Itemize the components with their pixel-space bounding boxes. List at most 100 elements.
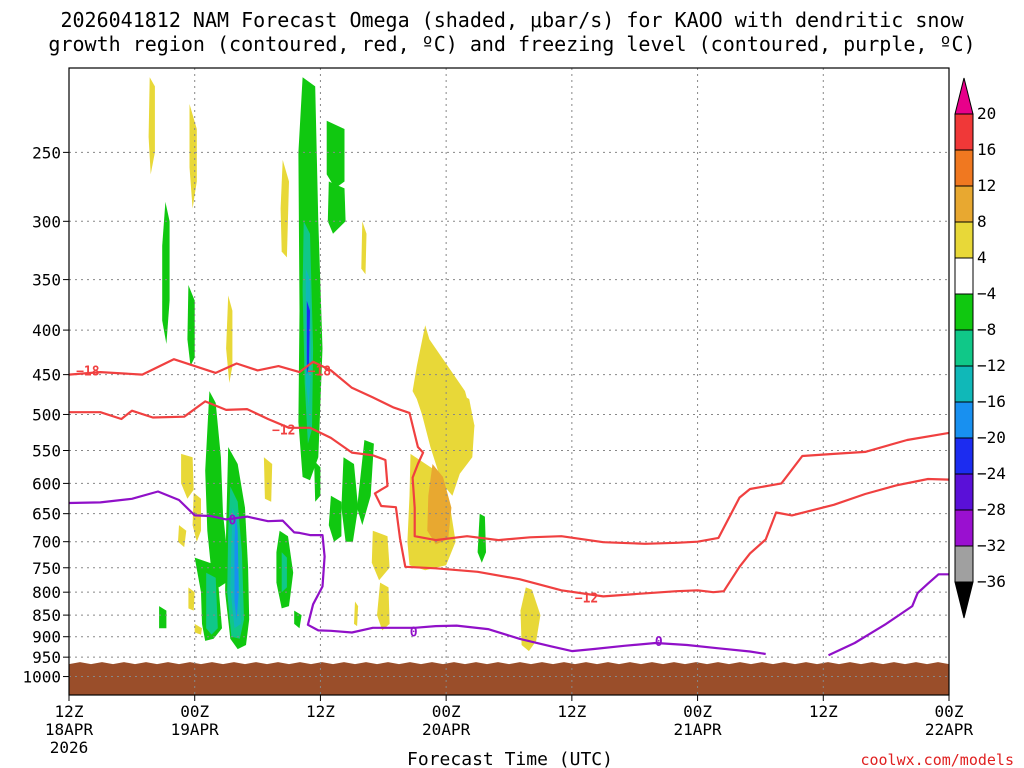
colorbar-bin-5 [954, 257, 974, 295]
colorbar-label-3: 8 [977, 212, 987, 231]
colorbar-bin-9 [954, 401, 974, 439]
omega-region-35 [306, 300, 310, 375]
contour-freezing-level-rise [828, 573, 949, 657]
colorbar-label-5: −4 [977, 284, 996, 303]
x-tick-label-36-2: 20APR [422, 720, 471, 739]
omega-region-32 [234, 513, 239, 620]
colorbar-bin-8 [954, 365, 974, 403]
x-tick-label-0-2: 18APR [45, 720, 94, 739]
y-tick-label-600: 600 [32, 474, 61, 493]
omega-region-13 [427, 464, 452, 545]
contour-label-freezing-level-2: 0 [410, 626, 418, 641]
x-tick-label-60-1: 00Z [683, 702, 712, 721]
omega-region-7 [326, 120, 345, 189]
colorbar-label-10: −24 [977, 464, 1006, 483]
x-tick-label-24-1: 12Z [306, 702, 335, 721]
x-axis-label: Forecast Time (UTC) [407, 749, 613, 768]
omega-region-5 [280, 159, 289, 258]
y-tick-label-1000: 1000 [22, 668, 61, 687]
chart-title-line-1: 2026041812 NAM Forecast Omega (shaded, μ… [60, 8, 964, 32]
colorbar-label-9: −20 [977, 428, 1006, 447]
x-tick-label-72-1: 12Z [809, 702, 838, 721]
colorbar-bin-10 [954, 437, 974, 475]
omega-shading [148, 77, 541, 652]
colorbar-bin-2 [954, 149, 974, 187]
y-tick-label-950: 950 [32, 648, 61, 667]
omega-region-24 [194, 623, 202, 635]
y-axis-ticks: 250 300 350 400 450 500 550 600 650 700 750 800 850 9… [22, 143, 69, 687]
x-tick-label-60-2: 21APR [673, 720, 722, 739]
colorbar-bin-4 [954, 221, 974, 259]
contour-labels: −18 −18 −12 −12 0 0 0 [76, 364, 663, 650]
y-tick-label-900: 900 [32, 628, 61, 647]
omega-region-37 [357, 440, 374, 526]
colorbar-label-6: −8 [977, 320, 996, 339]
omega-region-41 [281, 552, 287, 593]
colorbar-label-7: −12 [977, 356, 1006, 375]
x-tick-label-12-2: 19APR [171, 720, 220, 739]
y-tick-label-500: 500 [32, 405, 61, 424]
credit-text: coolwx.com/models [860, 751, 1014, 768]
y-tick-label-300: 300 [32, 212, 61, 231]
colorbar-label-4: 4 [977, 248, 987, 267]
colorbar-bin-7 [954, 329, 974, 367]
omega-region-15 [377, 582, 390, 631]
y-tick-label-350: 350 [32, 271, 61, 290]
contour-label-dgz-bottom-2: −12 [575, 591, 598, 606]
y-tick-label-700: 700 [32, 533, 61, 552]
omega-region-36 [341, 457, 359, 542]
x-tick-label-36-1: 00Z [432, 702, 461, 721]
colorbar-label-1: 16 [977, 140, 996, 159]
omega-region-9 [361, 221, 367, 275]
y-tick-label-450: 450 [32, 366, 61, 385]
contour-label-freezing-level-3: 0 [655, 635, 663, 650]
plot-frame [68, 67, 950, 696]
colorbar-label-8: −16 [977, 392, 1006, 411]
colorbar-top-triangle [954, 77, 974, 115]
colorbar-label-12: −32 [977, 536, 1006, 555]
x-tick-label-84-1: 00Z [935, 702, 964, 721]
omega-region-23 [188, 587, 195, 611]
omega-region-30 [206, 572, 218, 635]
omega-region-0 [148, 77, 155, 175]
omega-region-8 [327, 181, 346, 234]
x-tick-label-12-1: 00Z [180, 702, 209, 721]
colorbar-label-11: −28 [977, 500, 1006, 519]
surface-terrain [69, 662, 949, 695]
colorbar-bin-6 [954, 293, 974, 331]
contour-label-dgz-top-1: −18 [76, 364, 100, 379]
colorbar: 20 16 12 8 4 −4 −8 −12 −16 −20 −24 −28 −32 −36 [954, 77, 1006, 619]
y-tick-label-550: 550 [32, 442, 61, 461]
omega-region-43 [159, 606, 167, 629]
colorbar-bin-12 [954, 509, 974, 547]
y-tick-label-800: 800 [32, 583, 61, 602]
contour-label-freezing-level-1: 0 [229, 513, 237, 528]
y-tick-label-650: 650 [32, 505, 61, 524]
y-tick-label-850: 850 [32, 606, 61, 625]
x-tick-label-0-3: 2026 [50, 738, 89, 757]
contour-dgz-bottom [69, 400, 949, 598]
colorbar-label-0: 20 [977, 104, 996, 123]
contour-label-dgz-bottom-1: −12 [272, 423, 295, 438]
colorbar-bin-3 [954, 185, 974, 223]
contour-lines [69, 358, 949, 657]
omega-region-16 [354, 601, 359, 627]
y-tick-label-250: 250 [32, 143, 61, 162]
plot-area [69, 68, 949, 695]
omega-region-42 [294, 610, 302, 629]
surface-fill [69, 662, 949, 695]
contour-dgz-top [69, 358, 949, 545]
colorbar-bin-11 [954, 473, 974, 511]
colorbar-bottom-triangle [954, 581, 974, 619]
colorbar-label-2: 12 [977, 176, 996, 195]
x-tick-label-48-1: 12Z [557, 702, 586, 721]
omega-region-39 [328, 495, 342, 542]
omega-region-18 [520, 587, 541, 652]
omega-region-11 [450, 391, 475, 464]
y-tick-label-750: 750 [32, 559, 61, 578]
omega-region-4 [226, 295, 233, 383]
contour-label-dgz-top-2: −18 [308, 364, 332, 379]
omega-region-26 [205, 391, 228, 588]
colorbar-bin-13 [954, 545, 974, 583]
